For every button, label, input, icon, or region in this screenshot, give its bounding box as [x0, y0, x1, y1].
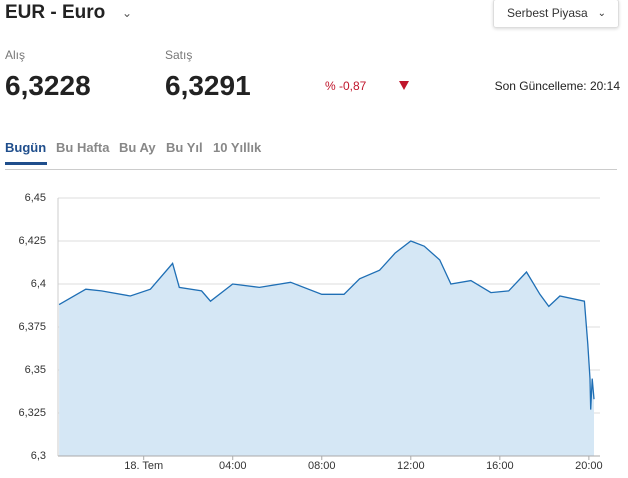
- y-tick-label: 6,325: [18, 407, 46, 419]
- market-dropdown[interactable]: Serbest Piyasa ⌄: [493, 0, 619, 28]
- y-tick-label: 6,45: [25, 192, 46, 204]
- tab[interactable]: Bugün: [5, 140, 47, 155]
- currency-title[interactable]: EUR - Euro: [5, 2, 106, 23]
- y-tick-label: 6,425: [18, 235, 46, 247]
- x-tick-label: 04:00: [219, 460, 247, 472]
- active-tab-underline: [5, 162, 47, 165]
- buy-price: 6,3228: [5, 70, 91, 101]
- buy-label: Alış: [5, 48, 26, 62]
- chevron[interactable]: ⌄: [122, 6, 133, 20]
- y-tick-label: 6,3: [31, 450, 46, 462]
- x-tick-label: 12:00: [397, 460, 425, 472]
- tab[interactable]: 10 Yıllık: [213, 140, 262, 155]
- change: % -0,87: [325, 79, 367, 93]
- area: [59, 241, 595, 456]
- x-tick-label: 16:00: [486, 460, 514, 472]
- y-tick-label: 6,4: [31, 278, 46, 290]
- sell-price: 6,3291: [165, 70, 251, 101]
- tab[interactable]: Bu Hafta: [56, 140, 110, 155]
- x-tick-label: 08:00: [308, 460, 336, 472]
- tab[interactable]: Bu Ay: [119, 140, 156, 155]
- x-tick-label: 20:00: [575, 460, 603, 472]
- sell-label: Satış: [165, 48, 193, 62]
- down-arrow: [399, 81, 409, 90]
- market-label: Serbest Piyasa: [507, 6, 588, 20]
- y-tick-label: 6,375: [18, 321, 46, 333]
- price-line: [58, 240, 595, 410]
- x-tick-label: 18. Tem: [124, 460, 163, 472]
- updated: Son Güncelleme: 20:14: [494, 79, 620, 93]
- y-tick-label: 6,35: [25, 364, 46, 376]
- separator: [5, 169, 617, 170]
- chevron: ⌄: [597, 8, 606, 19]
- tab[interactable]: Bu Yıl: [166, 140, 203, 155]
